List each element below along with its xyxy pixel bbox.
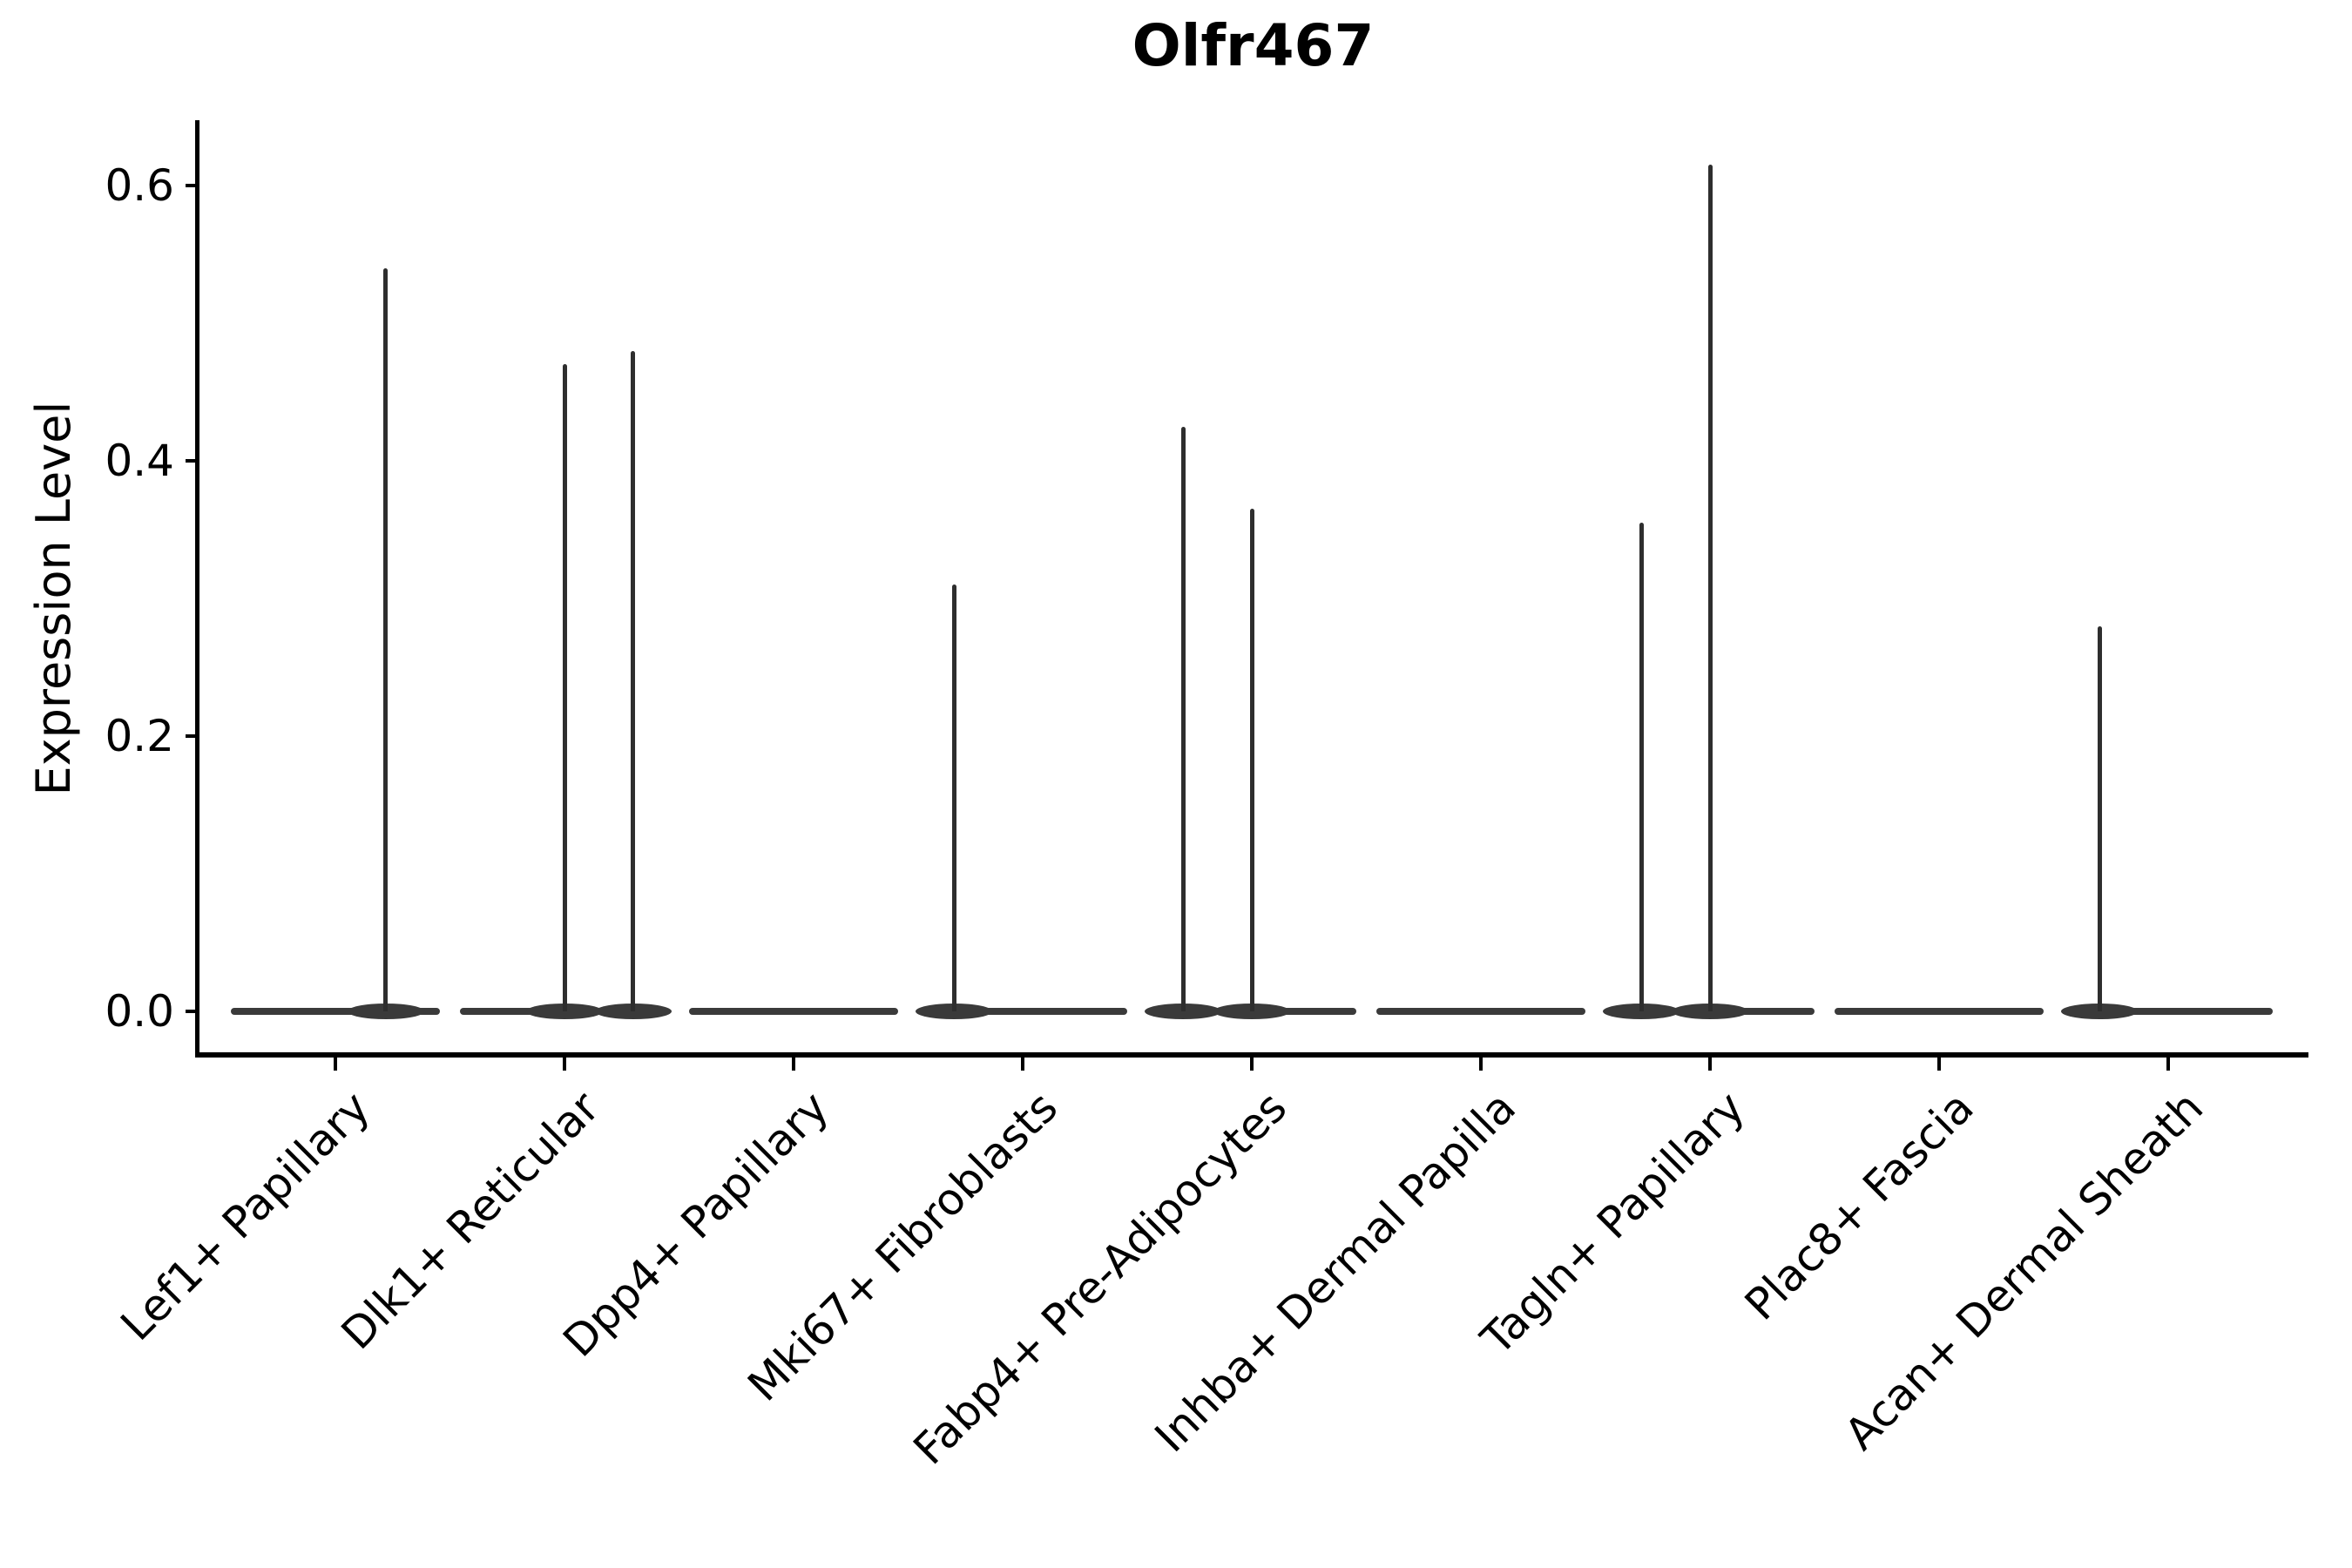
y-tick-mark xyxy=(186,1010,198,1013)
violin-spike xyxy=(383,267,389,1011)
y-tick-mark xyxy=(186,734,198,738)
violin-spike xyxy=(2097,625,2102,1011)
x-tick-label: Plac8+ Fascia xyxy=(1735,1082,1984,1330)
violin-body xyxy=(2064,1008,2273,1015)
violin-spike-base-mound xyxy=(347,1004,424,1019)
x-tick-label: Fabp4+ Pre-Adipocytes xyxy=(903,1082,1297,1475)
violin-spike-base-mound xyxy=(1672,1004,1748,1019)
violin-body xyxy=(918,1008,1127,1015)
x-tick-mark xyxy=(563,1058,566,1071)
x-tick-mark xyxy=(334,1058,337,1071)
violin-spike-base-mound xyxy=(2061,1004,2139,1019)
bottom-spine xyxy=(195,1052,2308,1058)
violin-spike-base-mound xyxy=(1145,1004,1222,1019)
y-tick-mark xyxy=(186,184,198,187)
violin-spike xyxy=(1249,509,1254,1011)
violin-spike-base-mound xyxy=(526,1004,603,1019)
violin-spike-base-mound xyxy=(1603,1004,1680,1019)
y-tick-mark xyxy=(186,459,198,463)
x-tick-mark xyxy=(1479,1058,1483,1071)
violin-body xyxy=(1835,1008,2044,1015)
x-tick-label: Lef1+ Papillary xyxy=(111,1082,381,1351)
violin-body xyxy=(231,1008,440,1015)
x-tick-mark xyxy=(1708,1058,1712,1071)
y-tick-label: 0.4 xyxy=(105,436,174,486)
left-spine xyxy=(195,120,199,1058)
violin-spike xyxy=(631,350,636,1011)
chart-title: Olfr467 xyxy=(1132,12,1375,79)
violin-spike xyxy=(1707,165,1713,1011)
violin-spike xyxy=(1639,523,1644,1011)
violin-body xyxy=(1376,1008,1585,1015)
y-tick-label: 0.0 xyxy=(105,986,174,1037)
y-tick-label: 0.6 xyxy=(105,160,174,211)
violin-spike-base-mound xyxy=(916,1004,993,1019)
violin-spike xyxy=(951,585,956,1011)
violin-spike-base-mound xyxy=(594,1004,672,1019)
x-tick-mark xyxy=(1937,1058,1941,1071)
violin-spike xyxy=(1180,426,1186,1011)
x-tick-mark xyxy=(792,1058,795,1071)
violin-spike xyxy=(562,364,567,1011)
x-tick-mark xyxy=(1021,1058,1024,1071)
x-tick-mark xyxy=(2166,1058,2170,1071)
violin-body xyxy=(689,1008,898,1015)
y-tick-label: 0.2 xyxy=(105,711,174,761)
x-tick-mark xyxy=(1250,1058,1254,1071)
violin-spike-base-mound xyxy=(1213,1004,1290,1019)
